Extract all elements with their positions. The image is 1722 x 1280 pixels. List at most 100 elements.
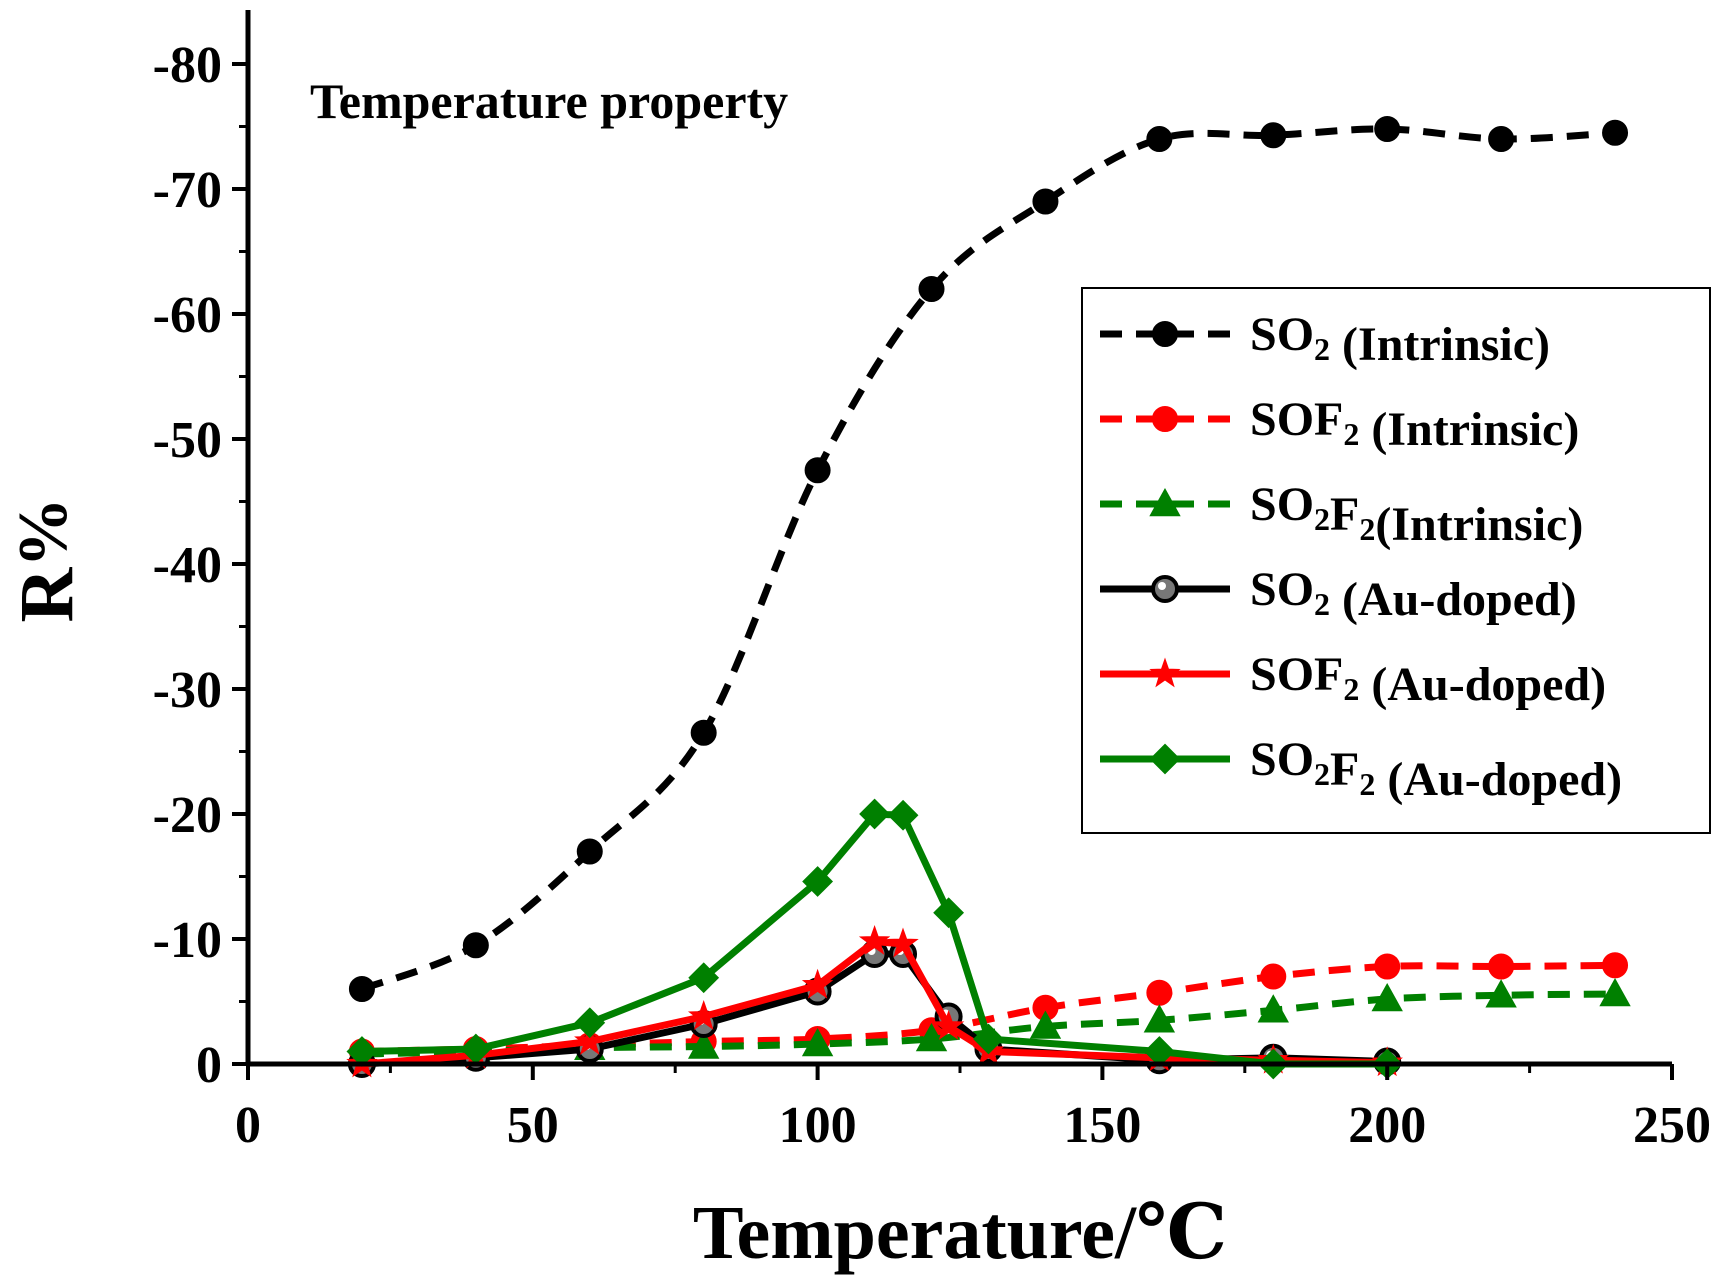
data-point (801, 968, 834, 999)
y-tick-label: 0 (196, 1037, 222, 1094)
data-point (1374, 116, 1401, 142)
data-point (688, 962, 720, 994)
y-tick-label: -60 (153, 287, 222, 344)
legend-label-part: SO (1250, 478, 1314, 531)
data-point (1602, 952, 1629, 979)
legend-marker (1151, 575, 1179, 603)
legend-label-part: (Au-doped) (1330, 573, 1577, 626)
legend-label-subscript: 2 (1343, 416, 1359, 452)
y-tick-label: -20 (153, 787, 222, 844)
series-layer (346, 116, 1631, 1080)
legend-item: SO2 (Intrinsic) (1100, 308, 1550, 371)
legend-marker (1149, 743, 1181, 775)
chart-annotation: Temperature property (310, 73, 788, 129)
data-point (915, 1022, 948, 1052)
data-point (1257, 994, 1289, 1023)
series-0 (348, 116, 1629, 1002)
x-tick-label: 100 (779, 1097, 857, 1154)
legend-label: SO2 (Intrinsic) (1250, 308, 1550, 371)
legend-box (1081, 287, 1711, 834)
data-point (973, 1023, 1004, 1055)
legend-label: SOF2 (Au-doped) (1250, 648, 1606, 711)
data-point (1143, 1004, 1176, 1033)
legend-label-subscript: 2 (1314, 501, 1330, 537)
ticks: 0 50 100 150 200 250 0 -10 -20 -30 -40 -50 -60 -70 -80 (153, 37, 1711, 1154)
legend-label-subscript: 2 (1359, 511, 1375, 547)
data-point (918, 276, 945, 302)
legend-item: SO2F2(Intrinsic) (1100, 478, 1583, 551)
legend-label-part: (Au-doped) (1375, 753, 1622, 806)
legend-label-part: SO (1250, 733, 1314, 786)
data-point (348, 976, 375, 1002)
series-3 (347, 940, 1402, 1078)
data-point (804, 457, 831, 484)
legend-label-subscript: 2 (1314, 331, 1330, 367)
legend-label-part: (Au-doped) (1359, 658, 1606, 711)
y-tick-label: -70 (153, 162, 222, 219)
data-point (1485, 979, 1517, 1008)
data-point (1260, 963, 1287, 990)
x-axis-title: Temperature/℃ (693, 1191, 1227, 1275)
x-tick-label: 150 (1063, 1097, 1141, 1154)
legend-label-part: SOF (1250, 393, 1343, 446)
legend-label: SO2F2(Intrinsic) (1250, 478, 1583, 551)
data-point (574, 1024, 606, 1055)
legend-label-part: SO (1250, 563, 1314, 616)
data-point (576, 838, 603, 865)
x-tick-label: 50 (507, 1097, 559, 1154)
legend: SO2 (Intrinsic)SOF2 (Intrinsic)SO2F2(Int… (1081, 287, 1711, 834)
y-tick-label: -10 (153, 912, 222, 969)
x-tick-label: 200 (1348, 1097, 1426, 1154)
legend-label-part: SO (1250, 308, 1314, 361)
data-point (1488, 953, 1515, 980)
data-point (1602, 119, 1629, 146)
data-point (1146, 126, 1173, 152)
legend-item: SO2F2 (Au-doped) (1100, 733, 1622, 806)
data-point (687, 999, 720, 1030)
data-point (858, 924, 891, 955)
data-point (933, 897, 965, 929)
series-line (361, 961, 1616, 1055)
legend-item: SOF2 (Intrinsic) (1100, 393, 1579, 456)
legend-label-part: (Intrinsic) (1375, 498, 1583, 551)
data-point (1374, 953, 1401, 980)
y-tick-label: -80 (153, 37, 222, 94)
data-point (887, 927, 919, 958)
y-tick-label: -30 (153, 662, 222, 719)
series-line (361, 938, 1388, 1068)
data-point (1029, 1010, 1062, 1039)
data-point (802, 866, 834, 897)
y-axis-title: R% (5, 498, 89, 623)
legend-label: SOF2 (Intrinsic) (1250, 393, 1579, 456)
data-point (1260, 122, 1287, 149)
legend-label-part: F (1330, 488, 1359, 541)
legend-marker-highlight (1158, 582, 1166, 590)
legend-marker (1149, 487, 1181, 517)
data-point (687, 1030, 720, 1059)
data-point (887, 799, 919, 831)
legend-marker (1152, 406, 1178, 432)
legend-item: SO2 (Au-doped) (1100, 563, 1577, 626)
legend-label-part: F (1330, 743, 1359, 796)
y-tick-label: -50 (153, 412, 222, 469)
legend-label-subscript: 2 (1314, 756, 1330, 792)
data-point (574, 1007, 606, 1039)
data-point (1032, 188, 1059, 215)
y-axis-title-suffix: % (5, 498, 82, 568)
legend-label-subscript: 2 (1314, 586, 1330, 622)
legend-marker (1152, 321, 1178, 347)
legend-marker-ring (1151, 575, 1179, 603)
legend-label-part: (Intrinsic) (1359, 403, 1579, 456)
data-point (1599, 977, 1631, 1007)
y-tick-label: -40 (153, 537, 222, 594)
legend-label-part: (Intrinsic) (1330, 318, 1550, 371)
data-point (801, 1027, 834, 1057)
legend-label-part: SOF (1250, 648, 1343, 701)
data-point (932, 1009, 965, 1040)
data-point (1146, 979, 1173, 1006)
data-point (462, 932, 489, 959)
series-5 (346, 798, 1403, 1080)
x-tick-label: 250 (1633, 1097, 1711, 1154)
legend-label: SO2F2 (Au-doped) (1250, 733, 1622, 806)
